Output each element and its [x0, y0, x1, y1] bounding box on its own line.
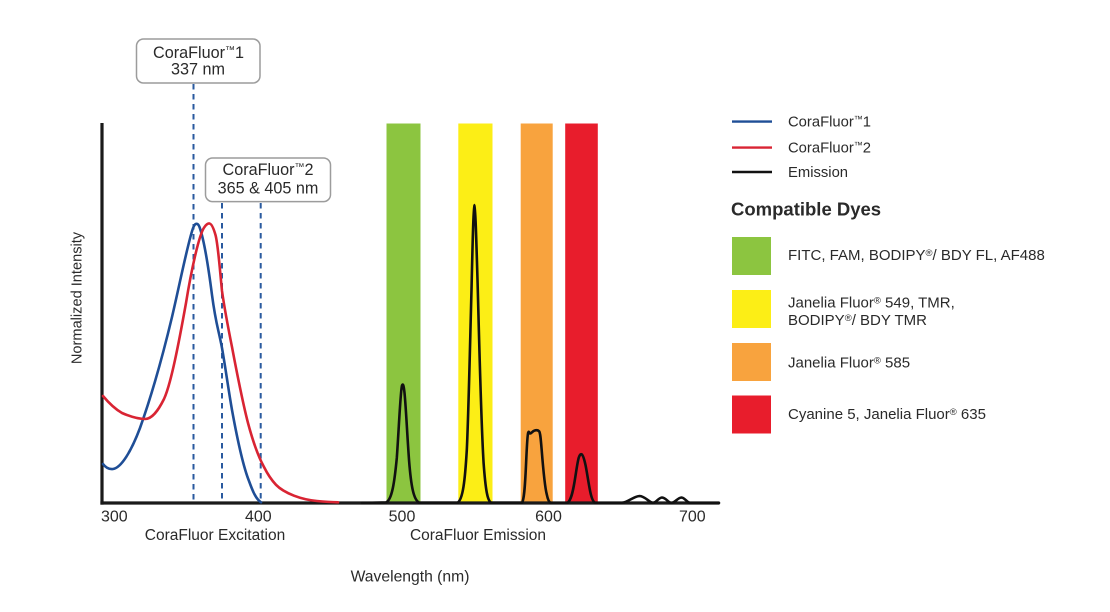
svg-text:CoraFluor™2: CoraFluor™2	[788, 140, 871, 157]
svg-text:Cyanine 5, Janelia Fluor® 635: Cyanine 5, Janelia Fluor® 635	[788, 406, 986, 423]
svg-text:400: 400	[245, 509, 272, 526]
svg-text:CoraFluor Excitation: CoraFluor Excitation	[145, 527, 285, 544]
svg-text:Janelia Fluor® 549, TMR,: Janelia Fluor® 549, TMR,	[788, 295, 955, 312]
svg-text:CoraFluor Emission: CoraFluor Emission	[410, 527, 546, 544]
svg-text:CoraFluor™2: CoraFluor™2	[223, 161, 314, 179]
svg-text:500: 500	[389, 509, 416, 526]
svg-text:Emission: Emission	[788, 165, 848, 181]
svg-text:Compatible Dyes: Compatible Dyes	[731, 199, 881, 220]
svg-text:Normalized Intensity: Normalized Intensity	[70, 231, 86, 364]
svg-text:600: 600	[535, 509, 562, 526]
svg-text:CoraFluor™1: CoraFluor™1	[153, 44, 244, 62]
svg-text:300: 300	[101, 509, 128, 526]
svg-text:BODIPY®/ BDY TMR: BODIPY®/ BDY TMR	[788, 312, 927, 329]
svg-text:CoraFluor™1: CoraFluor™1	[788, 114, 871, 131]
svg-text:FITC, FAM, BODIPY®/ BDY FL, AF: FITC, FAM, BODIPY®/ BDY FL, AF488	[788, 247, 1045, 264]
svg-text:Janelia Fluor® 585: Janelia Fluor® 585	[788, 355, 910, 372]
svg-text:337 nm: 337 nm	[171, 61, 225, 79]
svg-text:700: 700	[679, 509, 706, 526]
svg-text:365 & 405 nm: 365 & 405 nm	[218, 180, 319, 198]
svg-text:Wavelength (nm): Wavelength (nm)	[351, 569, 470, 586]
